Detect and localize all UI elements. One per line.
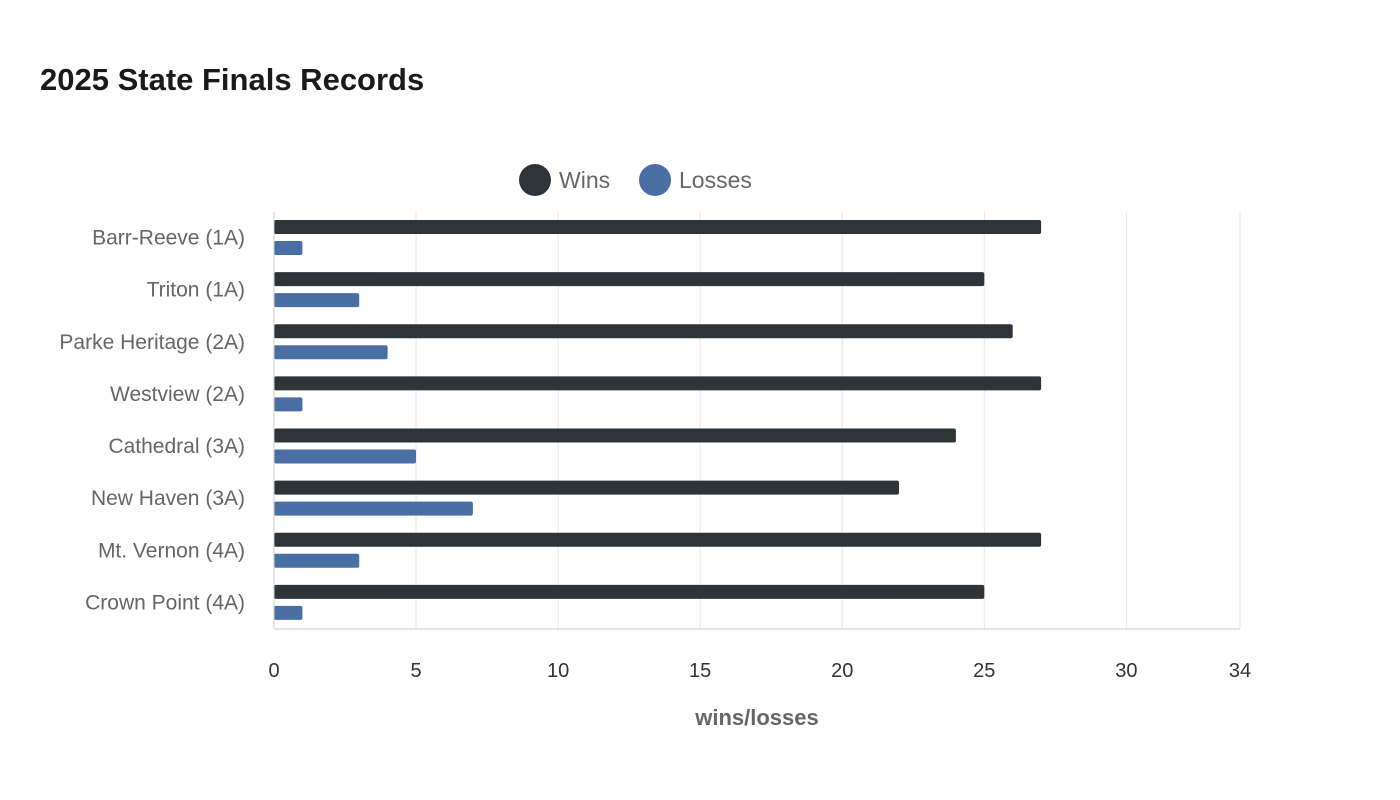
y-category-label: Crown Point (4A) xyxy=(85,591,245,614)
legend-swatch xyxy=(519,164,551,196)
bar-wins-triton-1a[interactable] xyxy=(274,272,985,287)
legend-item-wins[interactable]: Wins xyxy=(519,164,610,196)
legend-label: Losses xyxy=(679,167,752,193)
y-category-label: Parke Heritage (2A) xyxy=(59,331,245,354)
bars xyxy=(274,220,1042,620)
bar-losses-westview-2a[interactable] xyxy=(274,397,303,412)
legend[interactable]: Wins Losses xyxy=(519,164,752,196)
x-axis-title: wins/losses xyxy=(694,705,819,730)
y-category-label: Cathedral (3A) xyxy=(108,435,245,458)
bar-losses-barr-reeve-1a[interactable] xyxy=(274,241,303,255)
x-tick-label: 34 xyxy=(1229,660,1251,682)
bar-wins-parke-heritage-2a[interactable] xyxy=(274,324,1013,339)
x-tick-label: 0 xyxy=(268,660,279,682)
bar-wins-cathedral-3a[interactable] xyxy=(274,428,956,443)
y-category-label: New Haven (3A) xyxy=(91,487,245,510)
x-tick-label: 30 xyxy=(1115,660,1137,682)
bar-wins-barr-reeve-1a[interactable] xyxy=(274,220,1042,234)
legend-swatch xyxy=(639,164,671,196)
bar-losses-new-haven-3a[interactable] xyxy=(274,501,473,516)
bar-wins-new-haven-3a[interactable] xyxy=(274,480,900,495)
bar-losses-cathedral-3a[interactable] xyxy=(274,449,417,464)
x-tick-label: 5 xyxy=(410,660,421,682)
y-category-label: Westview (2A) xyxy=(110,383,245,406)
legend-label: Wins xyxy=(559,167,610,193)
chart-title: 2025 State Finals Records xyxy=(40,62,425,97)
x-tick-label: 15 xyxy=(689,660,711,682)
bar-wins-mt-vernon-4a[interactable] xyxy=(274,532,1042,547)
x-tick-label: 25 xyxy=(973,660,995,682)
x-tick-label: 20 xyxy=(831,660,853,682)
x-tick-label: 10 xyxy=(547,660,569,682)
bar-losses-triton-1a[interactable] xyxy=(274,293,360,308)
axes: 0 5 10 15 20 25 30 34 Barr-Reeve (1A) Triton (1A)… xyxy=(59,212,1251,682)
y-category-label: Mt. Vernon (4A) xyxy=(98,539,245,562)
bar-losses-mt-vernon-4a[interactable] xyxy=(274,553,360,568)
bar-wins-crown-point-4a[interactable] xyxy=(274,584,985,599)
bar-wins-westview-2a[interactable] xyxy=(274,376,1042,391)
bar-losses-parke-heritage-2a[interactable] xyxy=(274,345,388,360)
y-category-label: Triton (1A) xyxy=(147,279,245,302)
y-category-label: Barr-Reeve (1A) xyxy=(92,227,245,250)
bar-losses-crown-point-4a[interactable] xyxy=(274,605,303,620)
legend-item-losses[interactable]: Losses xyxy=(639,164,752,196)
